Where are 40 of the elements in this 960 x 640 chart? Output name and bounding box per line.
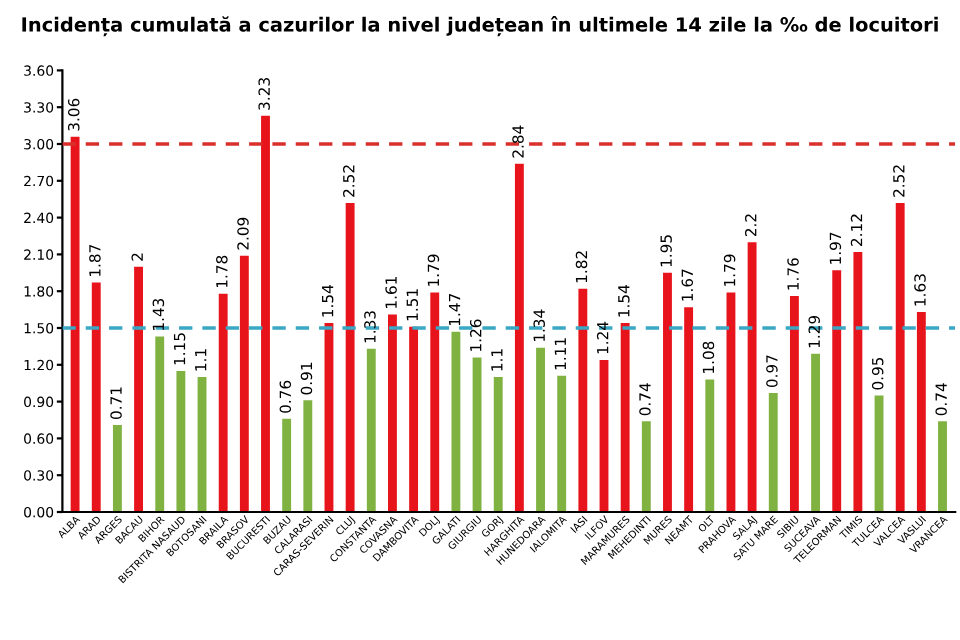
bar: [557, 375, 567, 512]
bar: [239, 255, 249, 512]
chart-title: Incidența cumulată a cazurilor la nivel județean în ultimele 14 zile la ‰ de locuitori: [22, 16, 938, 37]
bar: [938, 421, 947, 512]
bar: [811, 353, 821, 512]
bar: [430, 292, 440, 512]
bar: [789, 296, 799, 512]
bar: [134, 266, 144, 512]
bar: [409, 326, 419, 512]
bar: [176, 370, 186, 512]
bar: [768, 393, 778, 512]
bar: [261, 115, 270, 512]
bar: [578, 288, 588, 512]
bar: [705, 379, 715, 512]
bar: [112, 424, 122, 512]
bar: [366, 348, 376, 512]
bar: [514, 163, 524, 512]
bar: [853, 251, 863, 512]
bar: [536, 347, 545, 512]
bar: [303, 400, 313, 512]
bar: [345, 202, 355, 512]
bar: [493, 377, 503, 512]
bar: [747, 242, 757, 512]
bar: [451, 331, 461, 512]
bar: [916, 312, 926, 512]
bar: [155, 336, 165, 512]
bar: [91, 282, 101, 512]
bar: [472, 357, 482, 512]
bar: [895, 202, 905, 512]
bar: [218, 293, 228, 512]
bar: [282, 418, 292, 512]
bar: [620, 323, 630, 512]
bar: [70, 136, 80, 512]
bar: [684, 307, 694, 512]
bar: [641, 421, 651, 512]
bar: [874, 395, 884, 512]
bar: [832, 270, 842, 512]
bar: [663, 272, 672, 512]
bar: [726, 292, 736, 512]
bar: [388, 314, 397, 512]
